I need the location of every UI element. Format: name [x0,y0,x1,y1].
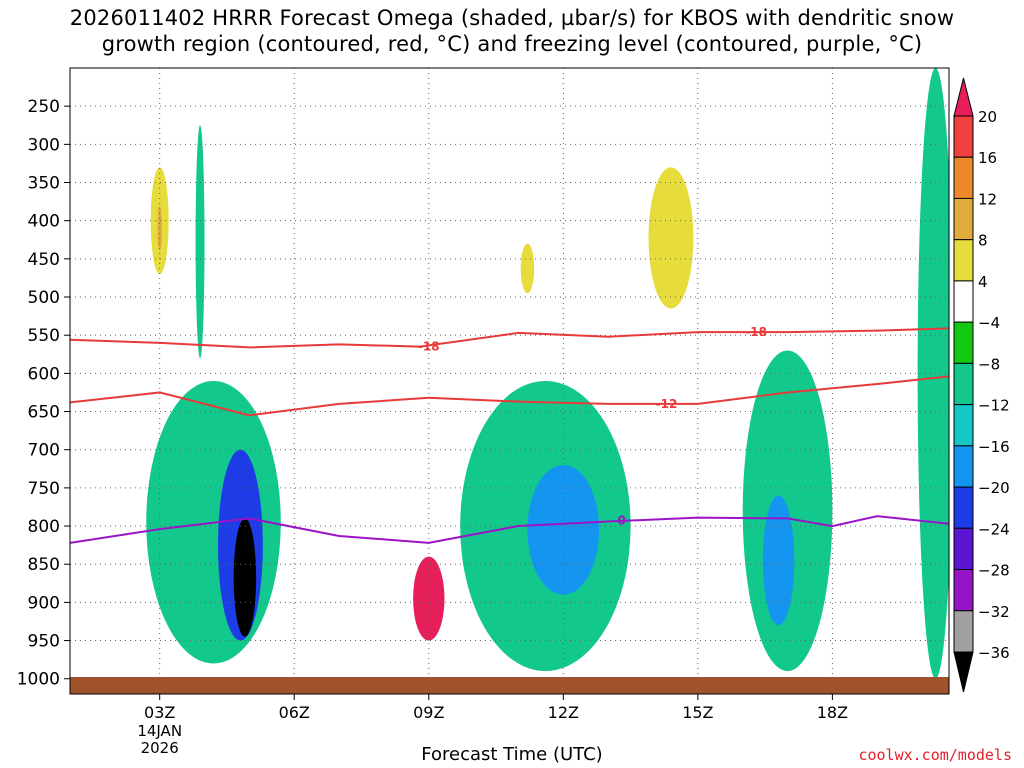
omega-region-upper-rise-right-core [648,167,694,309]
colorbar-label-6: −8 [978,355,1000,373]
omega-region-upper-rise-mid-core [520,243,535,294]
colorbar-swatch-7 [953,404,974,447]
colorbar-swatch-12 [953,610,974,653]
contour-layer: -18 -18 -12 0 [70,325,949,544]
y-tick-label-500: 500 [28,288,60,308]
x-tick-label-06Z: 06Z [279,703,310,722]
y-tick-label-950: 950 [28,632,60,652]
colorbar-swatch-10 [953,527,974,571]
y-tick-label-700: 700 [28,441,60,461]
colorbar-label-8: −16 [978,438,1010,456]
x-tick-label-12Z: 12Z [548,703,579,722]
colorbar-swatch-5 [953,321,974,364]
omega-region-upper-rise-mid [518,190,591,317]
omega-region-low-level-sink-left-peak [233,518,257,637]
colorbar-label-11: −28 [978,562,1010,580]
omega-region-sink-right-core [762,495,795,626]
chart-title-line-1: 2026011402 HRRR Forecast Omega (shaded, … [69,6,955,30]
colorbar-top-triangle [953,77,974,117]
omega-region-upper-rise-second [249,144,295,267]
chart-title-line-2: growth region (contoured, red, °C) and f… [101,32,923,56]
colorbar-swatch-3 [953,239,974,282]
source-watermark: coolwx.com/models [858,746,1012,764]
plot-frame [69,67,950,695]
colorbar-label-10: −24 [978,520,1010,538]
colorbar-label-1: 16 [978,149,997,167]
omega-shading-layer [139,68,949,679]
contour-label-freezing-level-0-0: 0 [617,514,625,528]
colorbar-swatch-6 [953,362,974,406]
x-tick-label-03Z: 03Z [144,703,175,722]
colorbar-swatch-1 [953,156,974,199]
y-tick-label-900: 900 [28,593,60,613]
y-tick-label-250: 250 [28,97,60,117]
colorbar-label-0: 20 [978,108,997,126]
contour-dgz-minus-12 [70,375,949,417]
y-tick-label-1000: 1000 [17,670,60,690]
y-tick-label-850: 850 [28,555,60,575]
colorbar-label-2: 12 [978,190,997,208]
colorbar-swatch-4 [953,280,974,323]
y-tick-label-650: 650 [28,403,60,423]
colorbar-label-7: −12 [978,397,1010,415]
colorbar-label-13: −36 [978,644,1010,662]
x-date-label-day: 14JAN [137,722,182,740]
x-tick-label-09Z: 09Z [413,703,444,722]
colorbar-swatch-11 [953,569,974,612]
colorbar-bottom-triangle [953,651,974,693]
y-tick-label-300: 300 [28,135,60,155]
contour-dgz-minus-18 [70,327,949,349]
colorbar-label-9: −20 [978,479,1010,497]
x-tick-label-15Z: 15Z [682,703,713,722]
colorbar-swatch-9 [953,486,974,529]
y-tick-label-350: 350 [28,174,60,194]
omega-region-sink-mid-core [527,464,600,595]
contour-freezing-level-0 [70,515,949,544]
contour-label-dgz-minus-18-1: -18 [745,325,767,339]
colorbar-swatch-0 [953,115,974,158]
colorbar: 20 16 12 8 4 −4 −8 −12 −16 −20 −24 −28 −32 −36 [953,77,1010,693]
y-tick-label-800: 800 [28,517,60,537]
y-tick-label-600: 600 [28,364,60,384]
x-date-label-year: 2026 [141,739,179,757]
contour-label-dgz-minus-18-0: -18 [418,340,440,354]
colorbar-label-12: −32 [978,603,1010,621]
colorbar-swatch-8 [953,445,974,488]
y-tick-label-450: 450 [28,250,60,270]
y-tick-label-400: 400 [28,212,60,232]
colorbar-label-5: −4 [978,314,1000,332]
colorbar-label-4: 4 [978,273,988,291]
y-tick-label-550: 550 [28,326,60,346]
ground-surface [70,677,949,694]
contour-label-dgz-minus-12-0: -12 [656,397,678,411]
x-tick-label-18Z: 18Z [817,703,848,722]
x-axis-label: Forecast Time (UTC) [421,744,603,765]
colorbar-label-3: 8 [978,232,988,250]
colorbar-swatch-2 [953,197,974,241]
axis-layer: 250 300 350 400 450 500 550 600 650 700 750 800 850 9… [17,97,848,757]
y-tick-label-750: 750 [28,479,60,499]
omega-region-sink-tail-upper-left [195,125,205,359]
